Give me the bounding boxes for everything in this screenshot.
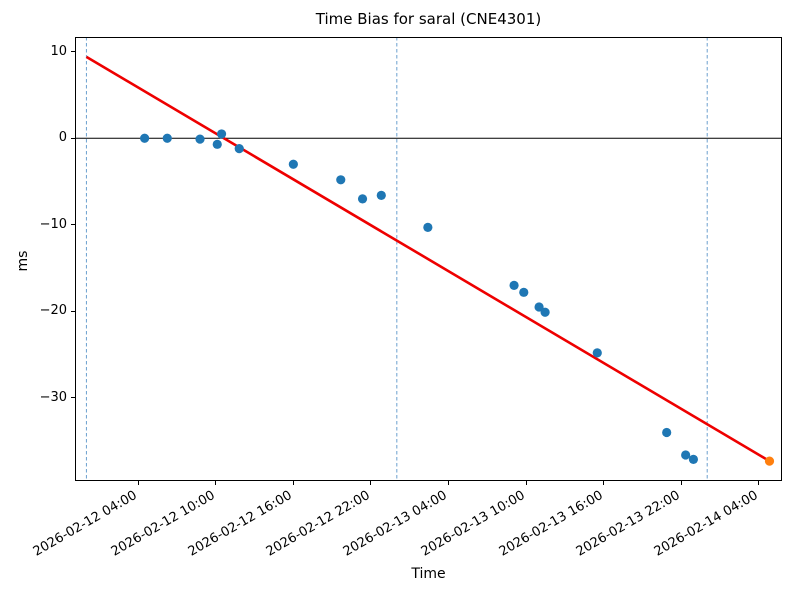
time-bias-point <box>662 427 672 438</box>
y-tick-label: 10 <box>50 43 67 59</box>
x-tick-mark <box>680 481 682 485</box>
time-bias-point <box>592 348 602 358</box>
x-tick-mark <box>370 481 372 485</box>
x-axis-label: Time <box>411 566 446 582</box>
plot-area <box>75 37 782 481</box>
linear-trend-line <box>85 55 771 463</box>
time-bias-point <box>376 190 386 200</box>
time-bias-point <box>540 307 550 317</box>
time-bias-point <box>234 144 244 154</box>
chart-title: Time Bias for saral (CNE4301) <box>315 10 542 28</box>
y-tick-label: −10 <box>39 216 67 232</box>
time-bias-point <box>534 302 544 312</box>
y-tick-label: −20 <box>39 303 67 319</box>
x-tick-mark <box>525 481 527 485</box>
time-bias-point <box>162 133 172 143</box>
time-bias-point <box>140 133 150 143</box>
y-tick-mark <box>71 224 75 226</box>
time-bias-point <box>357 194 368 204</box>
y-tick-label: 0 <box>58 130 67 146</box>
y-tick-mark <box>71 51 75 53</box>
y-tick-mark <box>71 397 75 399</box>
time-bias-point <box>336 175 346 185</box>
time-bias-point <box>509 280 519 290</box>
x-tick-mark <box>758 481 760 485</box>
time-bias-point <box>423 222 433 233</box>
time-bias-point <box>216 129 227 139</box>
y-tick-label: −30 <box>39 389 67 405</box>
x-tick-mark <box>137 481 139 485</box>
time-bias-point <box>681 450 691 460</box>
time-bias-point <box>519 287 529 297</box>
axes-spines <box>75 37 782 481</box>
y-tick-mark <box>71 310 75 312</box>
time-bias-point <box>288 159 298 169</box>
time-bias-point <box>195 134 205 144</box>
x-tick-mark <box>448 481 450 485</box>
x-tick-mark <box>603 481 605 485</box>
latest-bias-point <box>764 456 775 466</box>
x-tick-mark <box>292 481 294 485</box>
x-tick-mark <box>215 481 217 485</box>
time-bias-point <box>212 139 222 149</box>
time-bias-point <box>688 454 699 464</box>
plot-canvas <box>75 37 782 481</box>
y-axis-label: ms <box>15 250 31 272</box>
y-tick-mark <box>71 137 75 139</box>
